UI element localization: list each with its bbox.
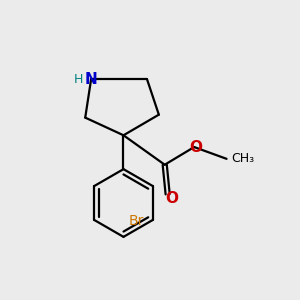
Text: Br: Br — [129, 214, 144, 228]
Text: CH₃: CH₃ — [231, 152, 254, 165]
Text: O: O — [189, 140, 202, 154]
Text: N: N — [85, 72, 98, 87]
Text: O: O — [166, 191, 178, 206]
Text: H: H — [74, 73, 83, 86]
